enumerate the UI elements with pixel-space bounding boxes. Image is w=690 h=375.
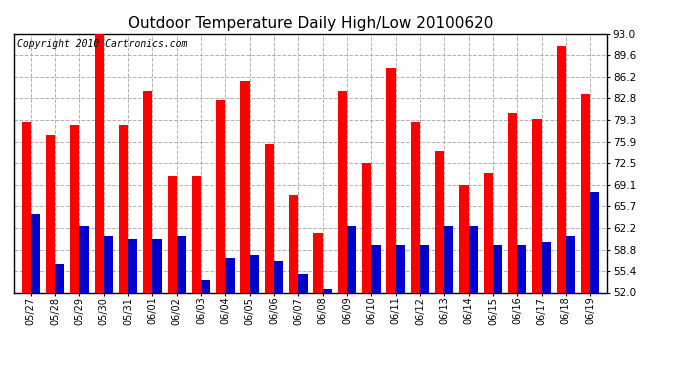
Bar [226,258,235,292]
Bar [362,163,371,292]
Bar [508,112,518,292]
Bar [240,81,250,292]
Bar [444,226,453,292]
Bar [542,242,551,292]
Bar [201,280,210,292]
Bar [395,245,405,292]
Bar [532,119,542,292]
Bar [386,69,395,292]
Bar [493,245,502,292]
Bar [70,125,79,292]
Bar [119,125,128,292]
Bar [566,236,575,292]
Bar [289,195,298,292]
Bar [95,31,103,292]
Bar [518,245,526,292]
Bar [21,122,31,292]
Bar [144,90,152,292]
Bar [104,236,113,292]
Bar [274,261,284,292]
Bar [46,135,55,292]
Bar [557,46,566,292]
Bar [484,172,493,292]
Bar [347,226,356,292]
Bar [469,226,477,292]
Bar [265,144,274,292]
Bar [31,214,40,292]
Bar [192,176,201,292]
Bar [128,239,137,292]
Bar [460,185,469,292]
Bar [168,176,177,292]
Bar [177,236,186,292]
Bar [298,274,308,292]
Bar [411,122,420,292]
Bar [313,232,323,292]
Bar [590,192,600,292]
Bar [323,290,332,292]
Bar [250,255,259,292]
Bar [581,94,590,292]
Text: Copyright 2010 Cartronics.com: Copyright 2010 Cartronics.com [17,39,187,49]
Bar [420,245,429,292]
Bar [152,239,161,292]
Bar [216,100,226,292]
Bar [55,264,64,292]
Bar [337,90,347,292]
Title: Outdoor Temperature Daily High/Low 20100620: Outdoor Temperature Daily High/Low 20100… [128,16,493,31]
Bar [435,150,444,292]
Bar [371,245,381,292]
Bar [79,226,89,292]
